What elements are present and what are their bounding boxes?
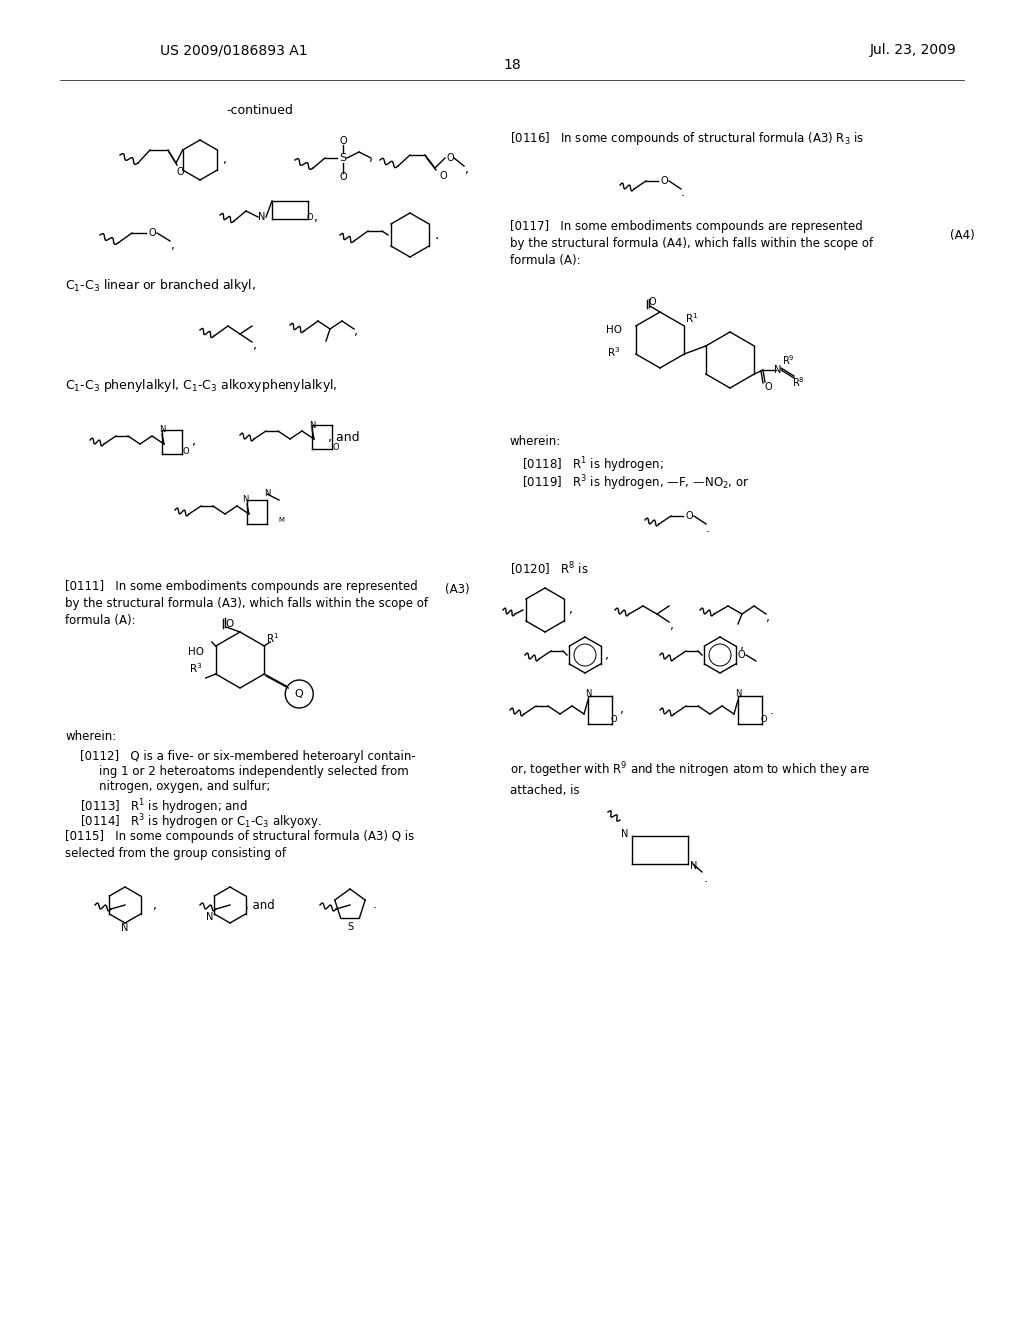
Text: [0120]   R$^8$ is: [0120] R$^8$ is (510, 560, 589, 578)
Text: HO: HO (188, 647, 204, 657)
Text: HO: HO (606, 325, 622, 335)
Text: R$^1$: R$^1$ (685, 312, 698, 325)
Text: O: O (610, 715, 617, 725)
Text: [0115]   In some compounds of structural formula (A3) Q is
selected from the gro: [0115] In some compounds of structural f… (65, 830, 415, 861)
Text: , and: , and (245, 899, 274, 912)
Text: , and: , and (328, 430, 359, 444)
Text: ,: , (670, 619, 674, 631)
Text: .: . (681, 186, 685, 199)
Text: ,: , (193, 436, 196, 449)
Text: N: N (258, 213, 265, 222)
Text: N: N (159, 425, 165, 434)
Text: ,: , (314, 210, 318, 223)
Text: ,: , (369, 152, 373, 165)
Text: ing 1 or 2 heteroatoms independently selected from: ing 1 or 2 heteroatoms independently sel… (99, 766, 409, 777)
Text: ,: , (223, 153, 227, 166)
Text: O: O (737, 649, 744, 660)
Text: .: . (705, 871, 708, 884)
Text: C$_1$-C$_3$ phenylalkyl, C$_1$-C$_3$ alkoxyphenylalkyl,: C$_1$-C$_3$ phenylalkyl, C$_1$-C$_3$ alk… (65, 376, 338, 393)
Text: O: O (685, 511, 693, 521)
Text: wherein:: wherein: (65, 730, 117, 743)
Text: Q: Q (295, 689, 304, 700)
Text: C$_1$-C$_3$ linear or branched alkyl,: C$_1$-C$_3$ linear or branched alkyl, (65, 276, 256, 293)
Text: US 2009/0186893 A1: US 2009/0186893 A1 (160, 44, 307, 57)
Text: ,: , (465, 164, 469, 177)
Text: O: O (176, 168, 184, 177)
Text: R$^3$: R$^3$ (607, 345, 621, 359)
Text: O: O (446, 153, 454, 162)
Text: .: . (770, 704, 774, 717)
Text: ,: , (620, 704, 624, 717)
Text: N: N (621, 829, 628, 840)
Text: .: . (373, 899, 377, 912)
Text: (A4): (A4) (950, 228, 975, 242)
Text: S: S (347, 921, 353, 932)
Text: [0119]   R$^3$ is hydrogen, —F, —NO$_2$, or: [0119] R$^3$ is hydrogen, —F, —NO$_2$, o… (522, 473, 750, 492)
Text: O: O (761, 715, 767, 725)
Text: N: N (264, 490, 270, 499)
Text: R$^3$: R$^3$ (189, 661, 203, 675)
Text: N: N (242, 495, 248, 504)
Text: R$^1$: R$^1$ (266, 631, 280, 645)
Text: ,: , (605, 648, 609, 661)
Text: .: . (706, 521, 710, 535)
Text: O: O (182, 447, 189, 457)
Text: O: O (660, 176, 668, 186)
Text: N: N (735, 689, 741, 698)
Text: O: O (439, 172, 446, 181)
Text: O: O (339, 172, 347, 182)
Text: ,: , (253, 338, 257, 351)
Text: ,: , (569, 603, 573, 616)
Text: M: M (278, 517, 284, 523)
Text: N: N (121, 923, 129, 933)
Text: .: . (435, 228, 439, 242)
Text: [0117]   In some embodiments compounds are represented
by the structural formula: [0117] In some embodiments compounds are… (510, 220, 873, 267)
Text: [0113]   R$^1$ is hydrogen; and: [0113] R$^1$ is hydrogen; and (80, 797, 248, 817)
Text: O: O (148, 228, 156, 238)
Text: O: O (226, 619, 234, 630)
Text: ,: , (171, 239, 175, 252)
Text: O: O (306, 213, 313, 222)
Text: N: N (774, 366, 781, 375)
Text: O: O (648, 297, 655, 308)
Text: [0118]   R$^1$ is hydrogen;: [0118] R$^1$ is hydrogen; (522, 455, 664, 475)
Text: nitrogen, oxygen, and sulfur;: nitrogen, oxygen, and sulfur; (99, 780, 270, 793)
Text: R$^8$: R$^8$ (792, 375, 805, 389)
Text: R$^9$: R$^9$ (781, 354, 795, 367)
Text: Jul. 23, 2009: Jul. 23, 2009 (870, 44, 956, 57)
Text: N: N (207, 912, 214, 921)
Text: [0112]   Q is a five- or six-membered heteroaryl contain-: [0112] Q is a five- or six-membered hete… (80, 750, 416, 763)
Text: O: O (764, 381, 772, 392)
Text: N: N (690, 861, 697, 871)
Text: S: S (339, 153, 346, 162)
Text: ,: , (766, 611, 770, 624)
Text: -continued: -continued (226, 103, 294, 116)
Text: 18: 18 (503, 58, 521, 73)
Text: wherein:: wherein: (510, 436, 561, 447)
Text: ,: , (354, 326, 358, 338)
Text: ,: , (153, 899, 157, 912)
Text: or, together with R$^9$ and the nitrogen atom to which they are
attached, is: or, together with R$^9$ and the nitrogen… (510, 760, 870, 796)
Text: [0114]   R$^3$ is hydrogen or C$_1$-C$_3$ alkyoxy.: [0114] R$^3$ is hydrogen or C$_1$-C$_3$ … (80, 812, 323, 832)
Text: O: O (333, 442, 339, 451)
Text: ,: , (740, 639, 744, 652)
Text: O: O (339, 136, 347, 147)
Text: N: N (585, 689, 591, 698)
Text: (A3): (A3) (445, 583, 470, 597)
Text: N: N (309, 421, 315, 429)
Text: [0111]   In some embodiments compounds are represented
by the structural formula: [0111] In some embodiments compounds are… (65, 579, 428, 627)
Text: [0116]   In some compounds of structural formula (A3) R$_3$ is: [0116] In some compounds of structural f… (510, 129, 864, 147)
